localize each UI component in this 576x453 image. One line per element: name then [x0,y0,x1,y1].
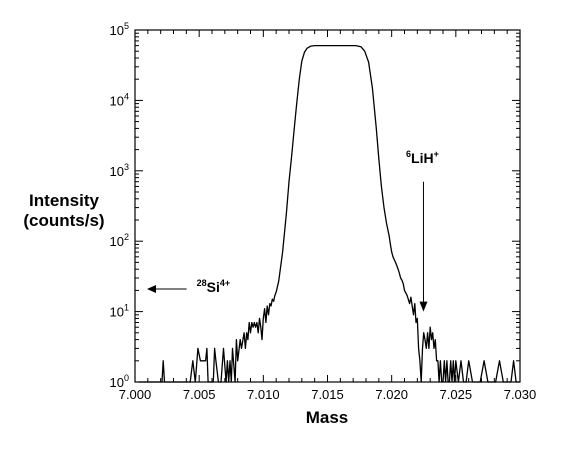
annotation-si-arrowhead [147,284,156,293]
x-axis-title: Mass [306,408,349,427]
x-tick-label: 7.025 [440,387,473,402]
y-tick-label: 104 [110,91,129,108]
y-tick-label: 103 [110,162,129,179]
annotation-lih-label: 6LiH+ [406,149,439,166]
y-tick-label: 105 [110,21,129,38]
y-axis-title-line1: Intensity [29,191,99,210]
annotations: 28Si4+ 6LiH+ [147,149,439,312]
x-tick-labels: 7.000 7.005 7.010 7.015 7.020 7.025 7.030 [119,387,537,402]
axis-ticks [134,29,521,383]
x-tick-label: 7.015 [311,387,344,402]
y-tick-label: 101 [110,303,129,320]
x-tick-label: 7.000 [119,387,152,402]
x-tick-label: 7.005 [183,387,216,402]
y-tick-label: 100 [110,373,129,390]
y-axis-title-line2: (counts/s) [23,211,104,230]
y-tick-label: 102 [110,232,129,249]
plot-frame [134,29,521,383]
spectrum-line [138,44,520,383]
annotation-lih-arrowhead [419,301,428,312]
x-tick-label: 7.030 [504,387,537,402]
y-tick-labels: 100 101 102 103 104 105 [110,21,129,390]
x-tick-label: 7.020 [375,387,408,402]
annotation-si-label: 28Si4+ [197,278,231,295]
x-tick-label: 7.010 [247,387,280,402]
